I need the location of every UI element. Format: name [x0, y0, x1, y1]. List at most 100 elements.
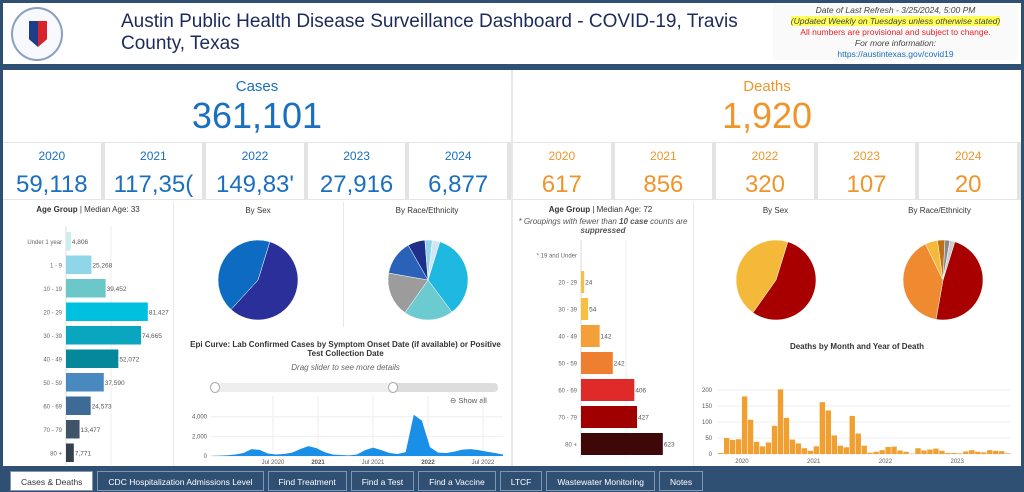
- year-value: 27,916: [308, 171, 406, 199]
- median-age: | Median Age: 72: [590, 205, 652, 214]
- bar: [957, 453, 962, 454]
- y-tick-label: 100: [702, 420, 713, 426]
- cases-label: Cases: [3, 78, 511, 95]
- race-title: By Race/Ethnicity: [858, 206, 1021, 215]
- year-stat: 2021 856: [615, 143, 717, 199]
- cases-total: 361,101: [3, 95, 511, 137]
- bar: [981, 452, 986, 454]
- bar: [581, 433, 663, 455]
- y-tick-label: 0: [204, 454, 208, 460]
- category-label: 80 +: [50, 451, 62, 457]
- year-value: 6,877: [409, 171, 507, 199]
- bar: [581, 325, 600, 347]
- bar: [903, 452, 908, 454]
- year-label: 2023: [308, 149, 406, 163]
- y-tick-label: 2,000: [192, 434, 208, 440]
- age-title: Age Group: [36, 205, 77, 214]
- year-label: 2023: [818, 149, 916, 163]
- page-title: Austin Public Health Disease Surveillanc…: [121, 11, 751, 55]
- race-title: By Race/Ethnicity: [343, 206, 511, 215]
- category-label: 30 - 39: [558, 308, 577, 314]
- update-note: (Updated Weekly on Tuesdays unless other…: [791, 16, 1000, 26]
- x-tick-label: 2022: [421, 460, 435, 466]
- info-link[interactable]: https://austintexas.gov/covid19: [837, 49, 953, 59]
- bar: [66, 303, 148, 322]
- data-label: 7,771: [75, 450, 92, 457]
- bar: [742, 396, 747, 454]
- data-label: 13,477: [81, 427, 101, 434]
- tab-notes[interactable]: Notes: [659, 471, 703, 491]
- tab-find-treatment[interactable]: Find Treatment: [268, 471, 347, 491]
- data-label: 142: [601, 334, 612, 341]
- bar: [718, 453, 723, 454]
- category-label: 50 - 59: [558, 362, 577, 368]
- bar: [862, 446, 867, 454]
- data-label: 406: [635, 388, 646, 395]
- bar: [760, 446, 765, 454]
- bar: [969, 450, 974, 454]
- year-label: 2020: [3, 149, 101, 163]
- more-info-label: For more information:: [773, 38, 1018, 49]
- bar: [826, 410, 831, 454]
- refresh-date: Date of Last Refresh - 3/25/2024, 5:00 P…: [773, 5, 1018, 16]
- bar: [784, 418, 789, 454]
- data-label: 54: [589, 307, 597, 314]
- cases-sex-pie: [213, 235, 303, 325]
- bar: [790, 440, 795, 454]
- bar: [581, 352, 613, 374]
- tab-cases-deaths[interactable]: Cases & Deaths: [10, 471, 93, 491]
- bar: [66, 232, 71, 251]
- bar: [778, 389, 783, 454]
- bar: [581, 379, 634, 401]
- year-value: 20: [919, 171, 1017, 199]
- year-label: 2021: [615, 149, 713, 163]
- category-label: 20 - 29: [558, 281, 577, 287]
- tab-ltcf[interactable]: LTCF: [500, 471, 543, 491]
- bar: [808, 451, 813, 454]
- header: Austin Public Health Disease Surveillanc…: [3, 3, 1021, 66]
- provisional-note: All numbers are provisional and subject …: [773, 27, 1018, 38]
- bar: [927, 450, 932, 454]
- bar: [867, 453, 872, 454]
- bar: [891, 447, 896, 454]
- bar: [581, 406, 637, 428]
- year-stat: 2023 107: [818, 143, 920, 199]
- year-value: 856: [615, 171, 713, 199]
- data-label: 4,806: [72, 239, 89, 246]
- category-label: Under 1 year: [27, 240, 62, 246]
- tab-find-a-vaccine[interactable]: Find a Vaccine: [418, 471, 496, 491]
- bar: [754, 442, 759, 454]
- city-seal-logo: [11, 7, 63, 61]
- category-label: 40 - 49: [43, 357, 62, 363]
- epi-subtitle: Drag slider to see more details: [183, 363, 508, 372]
- bar: [856, 434, 861, 454]
- deaths-label: Deaths: [513, 78, 1021, 95]
- y-tick-label: 0: [709, 452, 713, 458]
- data-label: 24,573: [92, 403, 112, 410]
- age-title: Age Group: [549, 205, 590, 214]
- category-label: 40 - 49: [558, 335, 577, 341]
- year-stat: 2023 27,916: [308, 143, 410, 199]
- bar: [915, 448, 920, 454]
- bar: [814, 446, 819, 454]
- category-label: 30 - 39: [43, 334, 62, 340]
- x-tick-label: 2021: [807, 459, 821, 465]
- deaths-month-title: Deaths by Month and Year of Death: [693, 342, 1021, 351]
- year-value: 107: [818, 171, 916, 199]
- bar: [999, 451, 1004, 454]
- bar: [844, 447, 849, 454]
- tab-wastewater-monitoring[interactable]: Wastewater Monitoring: [546, 471, 655, 491]
- category-label: 1 - 9: [50, 263, 63, 269]
- tab-find-a-test[interactable]: Find a Test: [351, 471, 414, 491]
- tab-cdc-hospitalization-admissions-level[interactable]: CDC Hospitalization Admissions Level: [97, 471, 263, 491]
- range-slider[interactable]: [213, 383, 498, 392]
- x-tick-label: Jul 2021: [362, 460, 385, 466]
